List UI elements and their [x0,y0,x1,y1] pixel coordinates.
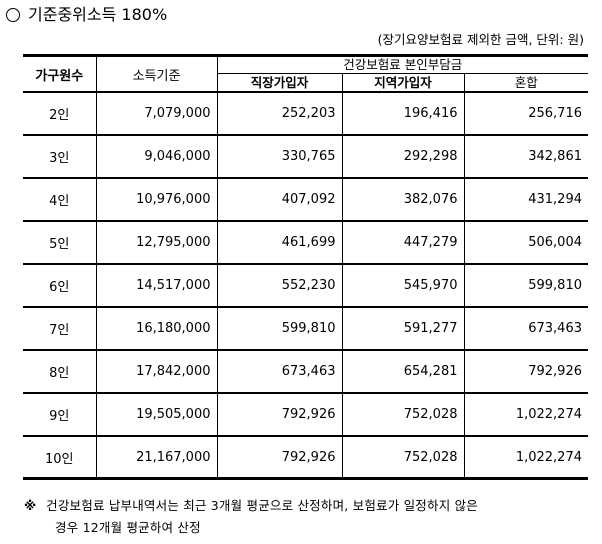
table-row: 7인 16,180,000 599,810 591,277 673,463 [23,307,588,351]
cell-mixed: 256,716 [463,92,588,136]
cell-employee: 673,463 [216,350,342,394]
cell-employee: 792,926 [216,393,342,437]
cell-mixed: 431,294 [463,178,588,222]
cell-household: 3인 [23,135,96,179]
cell-mixed: 1,022,274 [463,393,588,437]
cell-household: 8인 [23,350,96,394]
cell-employee: 252,203 [216,92,342,136]
table-row: 9인 19,505,000 792,926 752,028 1,022,274 [23,393,588,437]
cell-mixed: 673,463 [463,307,588,351]
cell-mixed: 1,022,274 [463,436,588,480]
header-insurance-group: 건강보험료 본인부담금 [216,54,588,74]
cell-income: 14,517,000 [95,264,217,308]
cell-household: 9인 [23,393,96,437]
cell-household: 10인 [23,436,96,480]
cell-employee: 461,699 [216,221,342,265]
cell-regional: 752,028 [341,436,464,480]
cell-employee: 792,926 [216,436,342,480]
footnote: ※ 건강보험료 납부내역서는 최근 3개월 평균으로 산정하며, 보험료가 일정하… [24,495,478,539]
cell-household: 2인 [23,92,96,136]
cell-income: 9,046,000 [95,135,217,179]
table-row: 10인 21,167,000 792,926 752,028 1,022,274 [23,436,588,480]
table-row: 8인 17,842,000 673,463 654,281 792,926 [23,350,588,394]
cell-income: 17,842,000 [95,350,217,394]
cell-household: 7인 [23,307,96,351]
table-row: 4인 10,976,000 407,092 382,076 431,294 [23,178,588,222]
cell-employee: 552,230 [216,264,342,308]
footnote-line-2: 경우 12개월 평균하여 산정 [55,520,201,535]
table-row: 3인 9,046,000 330,765 292,298 342,861 [23,135,588,179]
cell-income: 10,976,000 [95,178,217,222]
cell-employee: 599,810 [216,307,342,351]
cell-regional: 447,279 [341,221,464,265]
cell-employee: 407,092 [216,178,342,222]
cell-income: 21,167,000 [95,436,217,480]
table-row: 6인 14,517,000 552,230 545,970 599,810 [23,264,588,308]
cell-regional: 382,076 [341,178,464,222]
cell-income: 12,795,000 [95,221,217,265]
page-title: 기준중위소득 180% [6,4,167,26]
cell-regional: 545,970 [341,264,464,308]
cell-regional: 654,281 [341,350,464,394]
header-income: 소득기준 [95,54,217,93]
cell-income: 19,505,000 [95,393,217,437]
header-regional: 지역가입자 [341,73,464,93]
cell-mixed: 792,926 [463,350,588,394]
circle-bullet-icon [6,8,20,22]
header-employee: 직장가입자 [216,73,342,93]
footnote-line-1: 건강보험료 납부내역서는 최근 3개월 평균으로 산정하며, 보험료가 일정하지… [46,498,478,513]
page-title-text: 기준중위소득 180% [28,5,168,24]
income-table: 가구원수 소득기준 건강보험료 본인부담금 직장가입자 지역가입자 혼합 2인 … [23,54,588,480]
cell-income: 16,180,000 [95,307,217,351]
cell-household: 6인 [23,264,96,308]
cell-mixed: 506,004 [463,221,588,265]
unit-note: (장기요양보험료 제외한 금액, 단위: 원) [377,32,584,47]
cell-regional: 292,298 [341,135,464,179]
cell-income: 7,079,000 [95,92,217,136]
cell-mixed: 342,861 [463,135,588,179]
cell-regional: 196,416 [341,92,464,136]
header-mixed: 혼합 [463,73,588,93]
cell-regional: 752,028 [341,393,464,437]
cell-household: 5인 [23,221,96,265]
table-row: 5인 12,795,000 461,699 447,279 506,004 [23,221,588,265]
cell-regional: 591,277 [341,307,464,351]
footnote-mark: ※ [24,498,37,513]
cell-household: 4인 [23,178,96,222]
cell-employee: 330,765 [216,135,342,179]
header-household: 가구원수 [23,54,96,93]
table-row: 2인 7,079,000 252,203 196,416 256,716 [23,92,588,136]
cell-mixed: 599,810 [463,264,588,308]
